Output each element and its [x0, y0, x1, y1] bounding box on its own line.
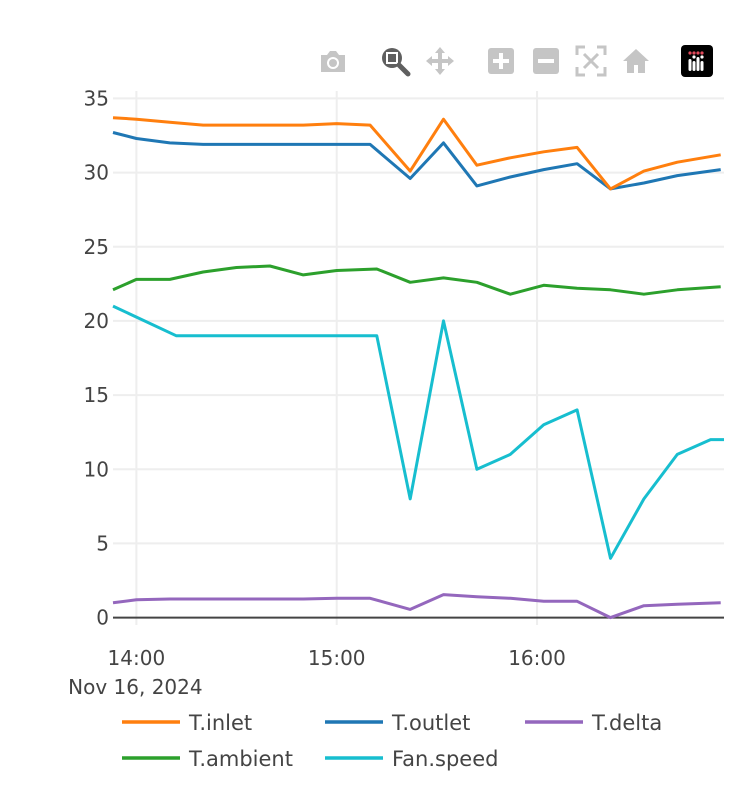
autoscale-icon[interactable] [574, 44, 608, 78]
plotly-logo-icon[interactable] [680, 44, 714, 78]
y-tick-label: 30 [84, 161, 109, 185]
zoom-in-icon[interactable] [484, 44, 518, 78]
y-tick-label: 15 [84, 383, 109, 407]
series-line-t-ambient [112, 264, 721, 296]
reset-axes-icon[interactable] [619, 44, 653, 78]
legend-item[interactable]: Fan.speed [325, 747, 498, 771]
pan-icon[interactable] [423, 44, 457, 78]
legend-item[interactable]: T.delta [525, 711, 662, 735]
y-tick-label: 20 [84, 309, 109, 333]
series-layer [112, 116, 724, 620]
legend-label: T.ambient [188, 747, 293, 771]
series-line-t-delta [112, 593, 721, 620]
y-tick-label: 0 [96, 606, 109, 630]
x-axis-ticks: 14:00 15:00 16:00 [108, 646, 566, 670]
y-tick-label: 35 [84, 86, 109, 110]
y-gridlines [113, 97, 724, 545]
series-line-t-inlet [112, 116, 721, 191]
legend-label: T.inlet [188, 711, 252, 735]
x-tick-label: 15:00 [308, 646, 366, 670]
legend-item[interactable]: T.outlet [325, 711, 470, 735]
legend[interactable]: T.inlet T.outlet T.delta T.ambient Fan.speed [122, 711, 662, 771]
series-line-fan-speed [112, 304, 724, 560]
camera-icon[interactable] [316, 44, 350, 78]
y-tick-label: 5 [96, 531, 109, 555]
x-gridlines [135, 91, 539, 625]
x-tick-label: 14:00 [108, 646, 166, 670]
x-tick-label: 16:00 [508, 646, 566, 670]
y-tick-label: 10 [84, 457, 109, 481]
modebar [316, 44, 716, 80]
x-axis-date-label: Nov 16, 2024 [68, 675, 202, 699]
legend-item[interactable]: T.inlet [122, 711, 252, 735]
legend-item[interactable]: T.ambient [122, 747, 293, 771]
legend-label: T.delta [591, 711, 662, 735]
legend-label: Fan.speed [392, 747, 498, 771]
legend-label: T.outlet [391, 711, 470, 735]
zoom-out-icon[interactable] [529, 44, 563, 78]
y-tick-label: 25 [84, 235, 109, 259]
y-axis-ticks: 0 5 10 15 20 25 30 35 [84, 86, 109, 629]
zoom-icon[interactable] [378, 44, 412, 78]
